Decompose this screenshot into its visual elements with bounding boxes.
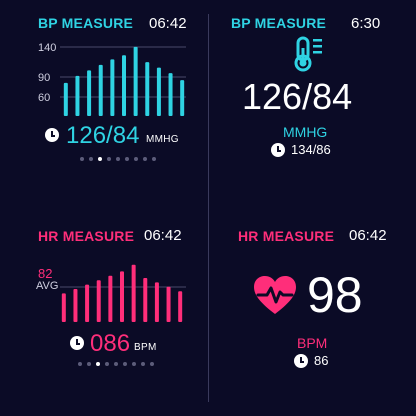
page-dot[interactable] <box>114 362 118 366</box>
hr-detail-unit: BPM <box>297 335 328 351</box>
thermometer-icon <box>294 36 322 72</box>
chart-bar <box>145 62 150 116</box>
chart-bar <box>73 289 78 322</box>
clock-icon <box>271 143 285 157</box>
chart-bar <box>61 293 66 322</box>
page-dot[interactable] <box>96 362 100 366</box>
page-dot[interactable] <box>152 157 156 161</box>
page-dot[interactable] <box>125 157 129 161</box>
page-dot[interactable] <box>80 157 84 161</box>
hr-previous-reading: 86 <box>314 353 329 368</box>
bp-diastolic-value: 84 <box>112 122 140 149</box>
chart-bar <box>122 55 126 116</box>
page-dot[interactable] <box>143 157 147 161</box>
chart-bar <box>166 286 171 322</box>
bp-history-unit: MMHG <box>146 134 179 145</box>
hr-history-chart <box>60 264 186 322</box>
chart-bar <box>156 67 161 116</box>
chart-bar <box>63 82 68 116</box>
hr-detail-time: 06:42 <box>349 227 387 244</box>
clock-icon <box>70 336 84 350</box>
bp-history-title: BP MEASURE <box>38 15 134 31</box>
bp-separator: / <box>106 122 113 149</box>
chart-bar <box>133 46 138 117</box>
chart-bar <box>85 284 90 322</box>
bp-history-time: 06:42 <box>149 15 187 32</box>
hr-history-title: HR MEASURE <box>38 228 135 244</box>
page-dot[interactable] <box>87 362 91 366</box>
bp-detail-unit: MMHG <box>283 124 328 140</box>
page-dot[interactable] <box>116 157 120 161</box>
bp-detail-title: BP MEASURE <box>231 15 327 31</box>
clock-icon <box>294 354 308 368</box>
clock-icon <box>45 128 59 142</box>
page-dot[interactable] <box>150 362 154 366</box>
bp-detail-time: 6:30 <box>351 15 381 32</box>
grid-label-90: 90 <box>38 72 50 84</box>
page-dot[interactable] <box>89 157 93 161</box>
chart-bar <box>154 282 159 322</box>
vertical-divider <box>208 14 209 402</box>
page-dot[interactable] <box>98 157 102 161</box>
page-dot[interactable] <box>132 362 136 366</box>
chart-bar <box>98 64 103 116</box>
heart-pulse-icon <box>254 276 296 314</box>
hr-history-reading: 086 <box>90 330 131 357</box>
hr-detail-reading: 98 <box>307 267 363 323</box>
bp-previous-reading: 134/86 <box>291 142 331 157</box>
chart-bar <box>178 291 183 322</box>
chart-bar <box>143 278 148 322</box>
chart-bar <box>96 280 101 322</box>
grid-label-60: 60 <box>38 92 50 104</box>
chart-bar <box>120 271 124 322</box>
bp-detail-reading: 126/84 <box>242 76 353 117</box>
hr-avg-value: 82 <box>38 266 53 281</box>
hr-detail-panel[interactable]: HR MEASURE 06:42 98 BPM 86 <box>208 208 416 416</box>
chart-bar <box>131 264 136 322</box>
page-dot[interactable] <box>141 362 145 366</box>
bp-history-chart: 140 90 60 <box>38 42 186 117</box>
page-dot[interactable] <box>78 362 82 366</box>
chart-bar <box>108 275 113 322</box>
chart-bar <box>75 75 80 116</box>
bp-detail-panel[interactable]: BP MEASURE 6:30 126/84 MMHG 134/86 <box>208 0 416 208</box>
grid-label-140: 140 <box>38 42 56 54</box>
hr-history-time: 06:42 <box>144 227 182 244</box>
page-dot[interactable] <box>107 157 111 161</box>
chart-bar <box>168 73 173 116</box>
bp-systolic-value: 126 <box>66 122 107 149</box>
hr-avg-label: AVG <box>36 280 59 292</box>
page-indicator[interactable] <box>78 362 154 366</box>
page-dot[interactable] <box>123 362 127 366</box>
page-dot[interactable] <box>134 157 138 161</box>
chart-bar <box>87 70 92 116</box>
page-dot[interactable] <box>105 362 109 366</box>
chart-bar <box>180 80 185 116</box>
chart-bar <box>110 59 115 116</box>
hr-detail-title: HR MEASURE <box>238 228 335 244</box>
hr-history-panel[interactable]: HR MEASURE 06:42 82 AVG 086 BPM <box>0 208 208 416</box>
bp-history-reading: 126/84 <box>66 122 139 150</box>
bp-history-panel[interactable]: BP MEASURE 06:42 140 90 60 126/84 MMHG <box>0 0 208 208</box>
page-indicator[interactable] <box>80 157 156 161</box>
hr-history-unit: BPM <box>134 342 157 353</box>
